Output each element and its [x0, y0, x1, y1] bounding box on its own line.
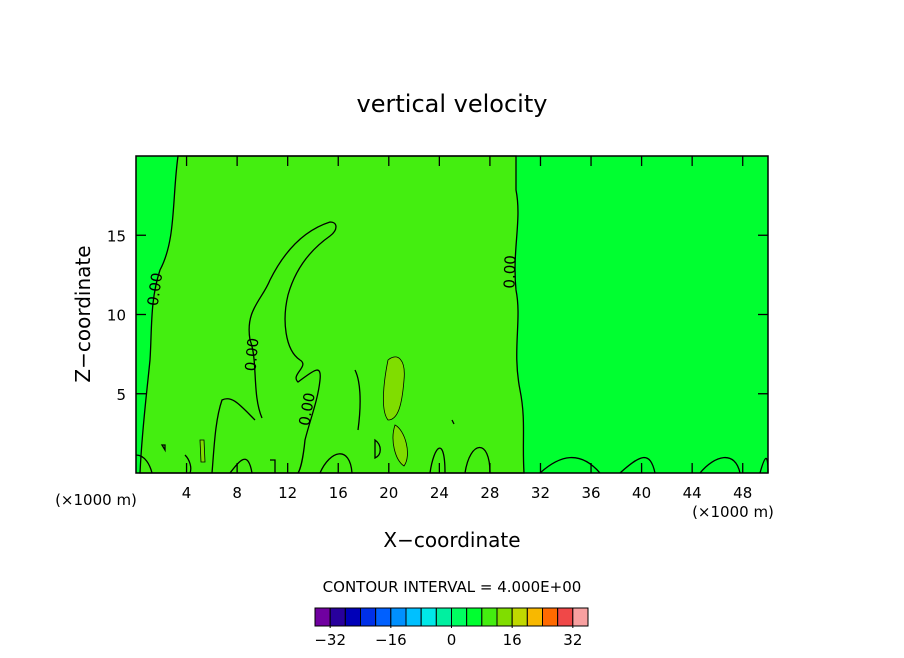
colorbar-swatch	[329, 607, 346, 627]
colorbar-tick-label: 32	[563, 631, 582, 649]
colorbar-swatch	[511, 607, 528, 627]
colorbar-tick-label: 0	[447, 631, 457, 649]
field-positive	[139, 155, 525, 474]
contour-label: 0.00	[295, 391, 319, 427]
x-tick-label: 44	[683, 484, 702, 502]
x-tick-label: 16	[329, 484, 348, 502]
contour-lines	[135, 221, 769, 474]
x-tick-label: 28	[480, 484, 499, 502]
x-tick-label: 8	[232, 484, 242, 502]
colorbar-tick-label: 16	[503, 631, 522, 649]
x-tick-label: 48	[733, 484, 752, 502]
colorbar-swatch	[435, 607, 453, 627]
x-tick-label: 4	[182, 484, 192, 502]
colorbar-tick-label: −32	[314, 631, 346, 649]
field-strong	[199, 356, 408, 467]
colorbar-swatch	[390, 607, 407, 627]
x-axis-label: X−coordinate	[383, 528, 520, 552]
contour-interval: CONTOUR INTERVAL = 4.000E+00	[323, 578, 582, 596]
x-tick-label: 20	[379, 484, 398, 502]
x-tick-label: 36	[581, 484, 600, 502]
x-tick-label: 12	[278, 484, 297, 502]
colorbar-swatch	[375, 607, 392, 627]
colorbar-swatch	[542, 607, 559, 627]
y-tick-label: 5	[116, 386, 126, 404]
colorbar-swatch	[526, 607, 543, 627]
colorbar-swatch	[314, 607, 331, 627]
x-tick-label: 24	[430, 484, 449, 502]
colorbar-swatch	[344, 607, 362, 627]
contour-label: 0.00	[144, 272, 166, 308]
colorbar-swatch	[496, 607, 513, 627]
y-unit: (×1000 m)	[55, 491, 137, 509]
colorbar-swatch	[360, 607, 377, 627]
colorbar-swatch	[451, 607, 468, 627]
y-tick-label: 10	[107, 307, 126, 325]
y-tick-label: 15	[107, 227, 126, 245]
colorbar-tick-label: −16	[375, 631, 407, 649]
colorbar-swatch	[557, 607, 574, 627]
x-tick-label: 32	[531, 484, 550, 502]
contour-label: 0.00	[242, 337, 263, 372]
colorbar-swatch	[405, 607, 422, 627]
colorbar-swatch	[481, 607, 498, 627]
colorbar-swatch	[572, 607, 589, 627]
colorbar-swatch	[466, 607, 483, 627]
colorbar-swatch	[420, 607, 437, 627]
chart-title: vertical velocity	[357, 90, 548, 118]
x-tick-label: 40	[632, 484, 651, 502]
x-unit: (×1000 m)	[692, 503, 774, 521]
contour-label: 0.00	[500, 255, 519, 289]
y-axis-label: Z−coordinate	[71, 245, 95, 382]
